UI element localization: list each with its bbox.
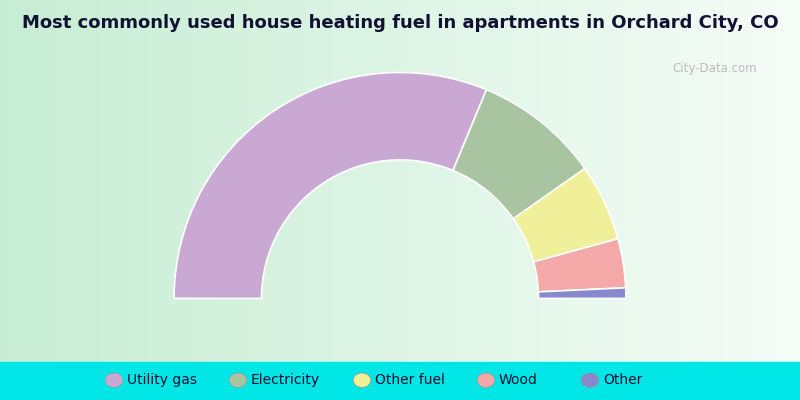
Wedge shape	[514, 168, 618, 262]
Ellipse shape	[229, 373, 246, 388]
Wedge shape	[534, 239, 626, 292]
Text: Most commonly used house heating fuel in apartments in Orchard City, CO: Most commonly used house heating fuel in…	[22, 14, 778, 32]
Wedge shape	[174, 72, 486, 298]
Text: Wood: Wood	[499, 373, 538, 387]
Ellipse shape	[106, 373, 123, 388]
Bar	[0, 362, 800, 400]
Text: Utility gas: Utility gas	[127, 373, 197, 387]
Wedge shape	[538, 288, 626, 298]
Ellipse shape	[354, 373, 371, 388]
Text: Other: Other	[603, 373, 642, 387]
Text: Electricity: Electricity	[251, 373, 320, 387]
Text: Other fuel: Other fuel	[374, 373, 445, 387]
Ellipse shape	[581, 373, 598, 388]
Ellipse shape	[477, 373, 495, 388]
Wedge shape	[453, 90, 585, 219]
Text: City-Data.com: City-Data.com	[672, 62, 757, 75]
